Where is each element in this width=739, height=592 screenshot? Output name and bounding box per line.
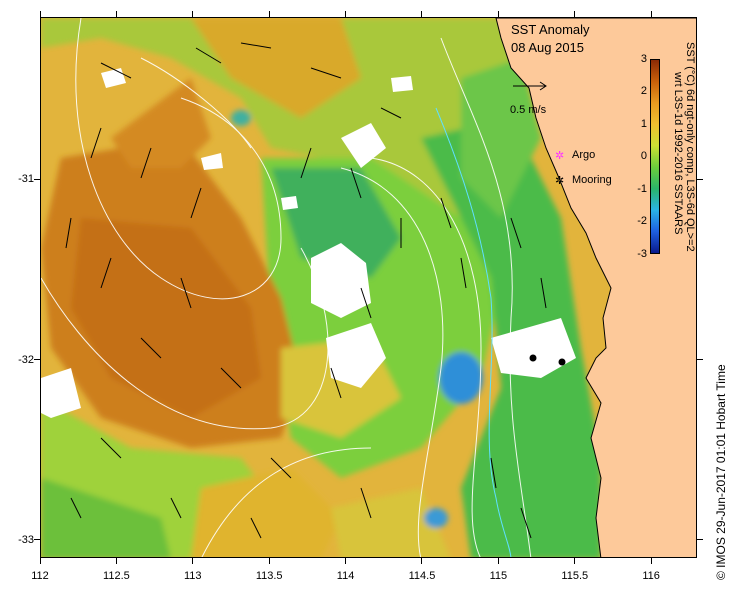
x-tickmark [192,11,194,17]
y-tickmark [697,359,703,361]
mooring-legend-label: Mooring [572,174,612,186]
x-tickmark [345,558,347,564]
colorbar-tick: -1 [637,183,647,195]
missing-data-patches [41,18,696,418]
y-tickmark [34,178,40,180]
colorbar-tick: -3 [637,248,647,260]
x-tickmark [345,11,347,17]
x-tickmark [421,558,423,564]
y-tick-label: -32 [18,353,34,366]
x-tick-label: 112 [31,570,49,582]
colorbar-tick: 2 [640,85,647,97]
footer-credit: © IMOS 29-Jun-2017 01:01 Hobart Time [714,364,728,580]
colorbar-tick: 3 [640,53,647,65]
y-tickmark [697,539,703,541]
x-tickmark [650,558,652,564]
mooring-legend-marker: ✲ [555,175,564,187]
map-date: 08 Aug 2015 [511,40,585,55]
x-tickmark [497,11,499,17]
x-tickmark [115,558,117,564]
land-mass [495,18,696,557]
x-tickmark [574,558,576,564]
x-tickmark [650,11,652,17]
colorbar-title-line1: SST (°C) 6d ngt-only comp, L3S-6d QL>=2 [684,42,696,252]
colorbar-tick: 1 [640,118,647,130]
scale-vector-label: 0.5 m/s [510,104,547,116]
x-tick-label: 115.5 [561,570,589,582]
x-tickmark [39,558,41,564]
mooring-marker [529,354,537,362]
sst-map: ✲ ✲ [40,17,697,558]
y-tickmark [697,178,703,180]
x-tick-label: 114 [336,570,355,582]
x-tick-label: 115 [489,570,508,582]
colorbar-tick: 0 [640,150,647,162]
y-tickmark [34,359,40,361]
mooring-marker [558,358,566,366]
x-tick-label: 116 [642,570,660,582]
argo-marker: ✲ [555,150,564,162]
y-tick-label: -31 [18,173,34,186]
scale-arrow [513,81,547,91]
x-tick-label: 113 [184,570,202,582]
x-tickmark [115,11,117,17]
x-tick-label: 113.5 [255,570,283,582]
isobath-line [435,107,512,557]
colorbar-tick: -2 [637,215,647,227]
x-tickmark [268,558,270,564]
map-title: SST Anomaly [511,22,590,37]
x-tickmark [192,558,194,564]
current-vectors [65,42,547,539]
x-tickmark [39,11,41,17]
ssh-contours [41,18,532,557]
argo-legend-label: Argo [572,149,596,161]
x-tickmark [421,11,423,17]
sst-anomaly-field: ✲ ✲ [41,18,696,557]
x-tickmark [574,11,576,17]
x-tick-label: 114.5 [408,570,436,582]
colorbar [650,59,660,254]
x-tickmark [268,11,270,17]
y-tickmark [34,539,40,541]
x-tick-label: 112.5 [103,570,130,582]
y-tick-label: -33 [18,533,34,546]
x-tickmark [497,558,499,564]
colorbar-title-line2: wrt L3S-1d 1992-2016 SSTAARS [672,72,684,235]
